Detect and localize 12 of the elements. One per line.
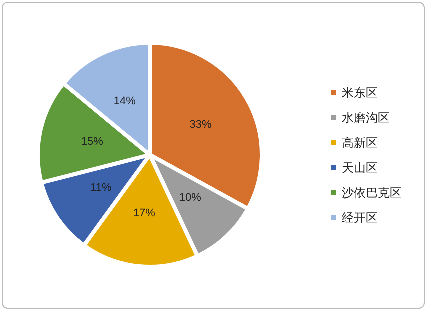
data-label: 17% — [133, 208, 156, 220]
data-label: 11% — [90, 182, 112, 194]
legend-label: 高新区 — [342, 136, 378, 150]
legend-label: 沙依巴克区 — [342, 186, 402, 200]
legend-label: 米东区 — [342, 86, 378, 100]
legend-label: 经开区 — [342, 211, 378, 225]
legend-label: 水磨沟区 — [342, 111, 390, 125]
data-label: 15% — [81, 136, 104, 148]
legend-label: 天山区 — [342, 161, 378, 175]
data-label: 10% — [179, 192, 202, 204]
data-label: 33% — [190, 118, 212, 131]
data-label: 14% — [114, 96, 136, 108]
